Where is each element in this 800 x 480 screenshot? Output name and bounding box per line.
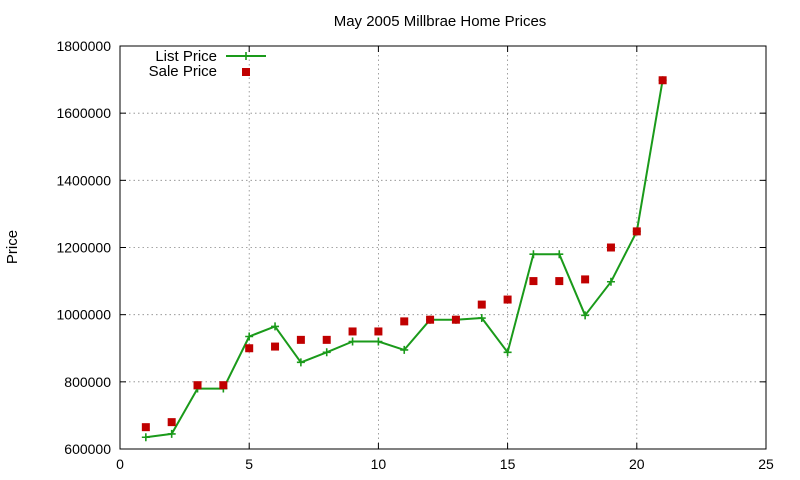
sale-price-point <box>503 295 512 304</box>
legend-marker-list-price <box>242 52 250 60</box>
list-price-point <box>503 348 512 357</box>
y-tick-label: 600000 <box>64 441 111 457</box>
sale-price-point <box>141 423 150 432</box>
list-price-point <box>581 311 590 320</box>
sale-price-point <box>374 327 383 336</box>
y-tick-label: 1400000 <box>56 172 111 188</box>
list-price-point <box>167 429 176 438</box>
y-tick-label: 1200000 <box>56 240 111 256</box>
sale-price-point <box>167 418 176 427</box>
sale-price-point <box>426 315 435 324</box>
y-tick-label: 1600000 <box>56 105 111 121</box>
sale-price-point <box>451 315 460 324</box>
sale-price-point <box>400 317 409 326</box>
y-tick-label: 800000 <box>64 374 111 390</box>
sale-price-point <box>606 243 615 252</box>
legend-label-sale-price: Sale Price <box>149 63 217 80</box>
list-price-point <box>296 358 305 367</box>
x-tick-label: 10 <box>371 456 387 472</box>
list-price-point <box>400 345 409 354</box>
sale-price-point <box>322 335 331 344</box>
sale-price-point <box>632 227 641 236</box>
x-tick-label: 15 <box>500 456 516 472</box>
list-price-point <box>141 433 150 442</box>
x-tick-label: 5 <box>245 456 253 472</box>
x-tick-label: 0 <box>116 456 124 472</box>
sale-price-point <box>219 381 228 390</box>
series-layer <box>141 76 667 442</box>
sale-price-point <box>658 76 667 85</box>
sale-price-point <box>348 327 357 336</box>
sale-price-point <box>271 342 280 351</box>
list-price-point <box>477 314 486 323</box>
sale-price-point <box>477 300 486 309</box>
y-tick-label: 1000000 <box>56 307 111 323</box>
y-tick-label: 1800000 <box>56 38 111 54</box>
y-axis-label: Price <box>4 230 21 264</box>
legend-label-list-price: List Price <box>155 48 217 65</box>
list-price-point <box>271 322 280 331</box>
sale-price-point <box>529 277 538 286</box>
plot-frame <box>119 45 767 450</box>
chart-title: May 2005 Millbrae Home Prices <box>334 13 547 30</box>
tick-labels: 0 5 10 15 20 25 600000 800000 1000000 1200000 1400… <box>56 38 774 472</box>
list-price-point <box>529 250 538 259</box>
sale-price-point <box>555 277 564 286</box>
sale-price-point <box>245 344 254 353</box>
sale-price-point <box>296 335 305 344</box>
legend-marker-sale-price <box>242 68 250 76</box>
list-price-point <box>245 332 254 341</box>
x-tick-label: 25 <box>758 456 774 472</box>
list-price-point <box>555 250 564 259</box>
list-price-point <box>374 337 383 346</box>
list-price-point <box>606 277 615 286</box>
sale-price-point <box>193 381 202 390</box>
x-tick-label: 20 <box>629 456 645 472</box>
list-price-point <box>322 348 331 357</box>
sale-price-point <box>581 275 590 284</box>
list-price-point <box>348 337 357 346</box>
